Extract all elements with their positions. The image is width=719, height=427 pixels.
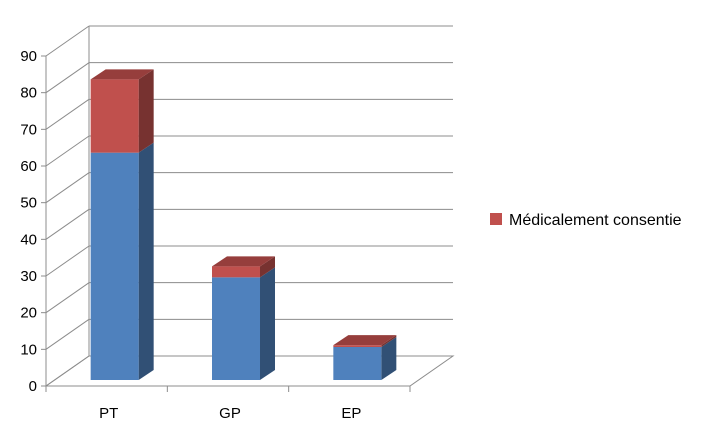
gridline-side (45, 25, 90, 57)
x-tick-label: EP (341, 405, 361, 422)
gridline-side (45, 355, 90, 387)
y-tick-label: 50 (20, 195, 37, 212)
gridline-side (45, 318, 90, 350)
y-tick-labels: 0 10 20 30 40 50 60 70 80 90 (20, 48, 37, 395)
y-tick-label: 80 (20, 85, 37, 102)
bar-side (138, 69, 154, 153)
gridline-side (45, 98, 90, 130)
bar-top-gp (212, 256, 275, 267)
axes (41, 26, 411, 392)
bar-front (333, 345, 382, 347)
bar-front (212, 277, 260, 380)
bar-top-pt (90, 69, 154, 80)
bar-front (212, 266, 260, 278)
x-tick-label: PT (99, 405, 118, 422)
bar-ep-series-1 (333, 337, 397, 380)
bar-side (260, 256, 275, 278)
bar-top-ep (333, 335, 397, 346)
gridline-side (45, 245, 90, 277)
bar-side (381, 337, 397, 380)
bar-ep-m-dicalement-consentie (333, 335, 397, 347)
bar-gp-series-1 (212, 267, 275, 380)
legend-label: Médicalement consentie (509, 212, 682, 229)
gridline-side (45, 135, 90, 167)
legend: Médicalement consentie (490, 212, 682, 229)
bar-pt-series-1 (90, 142, 154, 380)
bar-side (381, 335, 397, 347)
y-tick-label: 60 (20, 158, 37, 175)
y-tick-label: 0 (29, 378, 37, 395)
gridline-side (45, 62, 90, 94)
y-tick-label: 40 (20, 231, 37, 248)
gridline-side (45, 172, 90, 204)
y-tick-label: 10 (20, 341, 37, 358)
gridline-side (45, 208, 90, 240)
bars (90, 69, 397, 380)
bar-side (138, 142, 154, 380)
gridline-side (45, 282, 90, 314)
legend-swatch (490, 213, 502, 225)
back-wall (89, 26, 453, 356)
y-tick-label: 20 (20, 305, 37, 322)
bar-gp-m-dicalement-consentie (212, 256, 275, 278)
bar-side (260, 267, 275, 380)
y-tick-label: 30 (20, 268, 37, 285)
x-tick-labels: PT GP EP (99, 405, 361, 422)
y-tick-label: 70 (20, 121, 37, 138)
bar-front (333, 347, 382, 380)
bar-pt-m-dicalement-consentie (90, 69, 154, 153)
x-tick-label: GP (219, 405, 241, 422)
bar-front (90, 152, 139, 380)
bar-front (90, 79, 139, 153)
y-tick-label: 90 (20, 48, 37, 65)
